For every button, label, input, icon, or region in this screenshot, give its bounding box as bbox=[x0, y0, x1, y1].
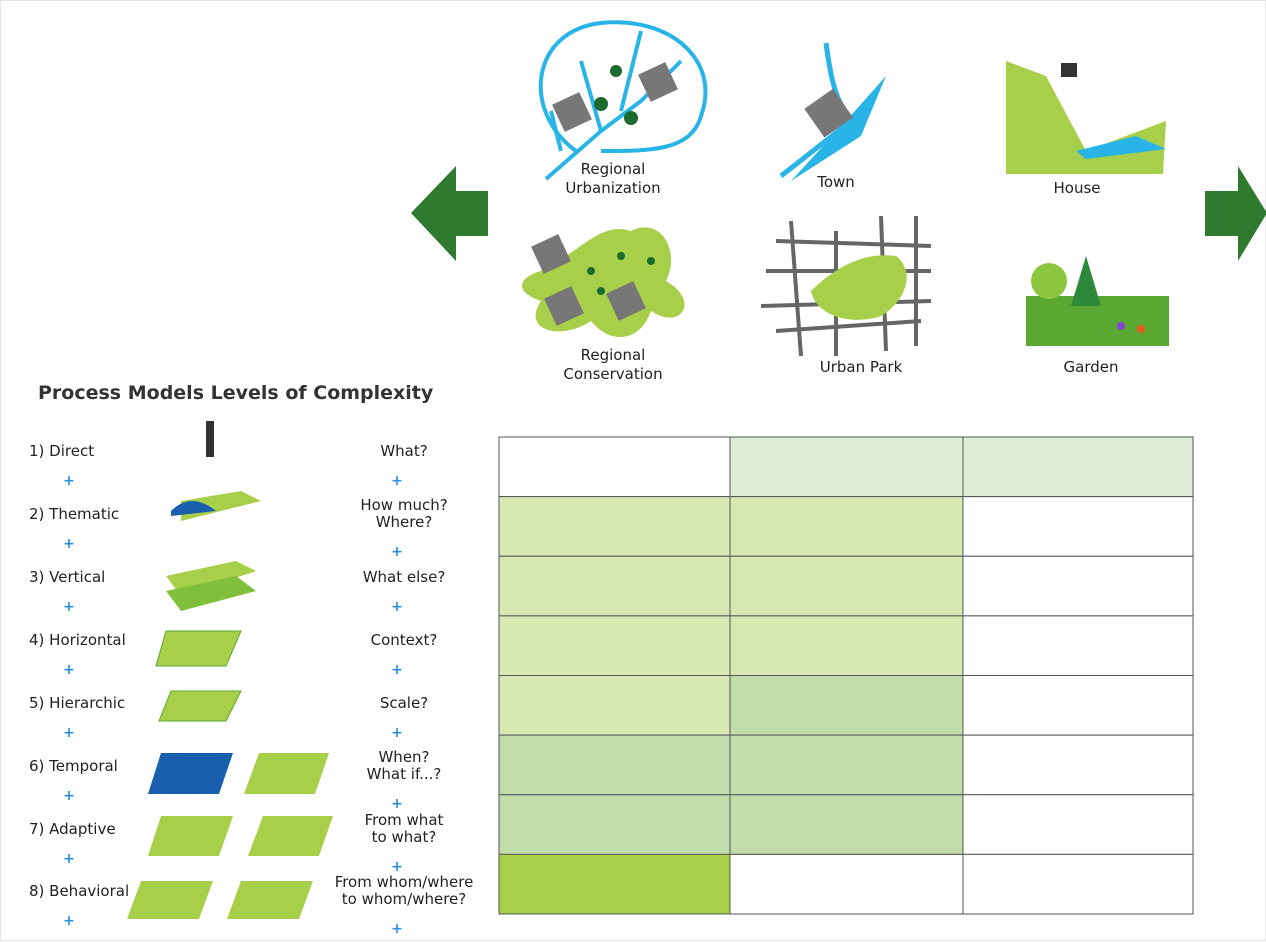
regional-conservation-icon bbox=[522, 227, 685, 338]
plus: + bbox=[63, 599, 75, 615]
urban-park-icon bbox=[760, 215, 932, 357]
grid-cell bbox=[729, 615, 964, 676]
scale-label: House bbox=[1053, 179, 1101, 197]
right-arrow bbox=[1205, 166, 1266, 261]
house-icon bbox=[1006, 61, 1166, 174]
title: Process Models Levels of Complexity bbox=[38, 382, 434, 404]
question: Scale? bbox=[379, 694, 429, 712]
grid-cell bbox=[729, 496, 964, 557]
grid-cell bbox=[729, 794, 964, 855]
plus: + bbox=[391, 921, 403, 937]
plus: + bbox=[63, 913, 75, 929]
grid-cell bbox=[962, 555, 1194, 617]
plus: + bbox=[391, 544, 403, 560]
grid bbox=[498, 436, 1194, 915]
question: Where? bbox=[375, 513, 433, 531]
level-label: 4) Horizontal bbox=[29, 631, 126, 649]
grid-cell bbox=[962, 615, 1194, 676]
plus: + bbox=[63, 662, 75, 678]
plus: + bbox=[63, 788, 75, 804]
question: How much? bbox=[360, 496, 448, 514]
question: From what bbox=[364, 811, 444, 829]
grid-cell bbox=[729, 734, 964, 796]
grid-cell bbox=[498, 496, 731, 557]
level-label: 5) Hierarchic bbox=[29, 694, 126, 712]
left-arrow bbox=[411, 166, 488, 261]
question: What else? bbox=[362, 568, 446, 586]
scale-label: Urban Park bbox=[819, 358, 903, 376]
plus: + bbox=[63, 851, 75, 867]
level-label: 2) Thematic bbox=[29, 505, 120, 523]
grid-cell bbox=[962, 734, 1194, 796]
scale-label: Regional bbox=[580, 160, 646, 178]
town-icon bbox=[779, 42, 886, 181]
scale-label: Urbanization bbox=[565, 179, 661, 197]
plus: + bbox=[63, 473, 75, 489]
level-label: 8) Behavioral bbox=[29, 882, 130, 900]
plus: + bbox=[391, 725, 403, 741]
question: When? bbox=[378, 748, 430, 766]
plus: + bbox=[391, 473, 403, 489]
scale-label: Garden bbox=[1063, 358, 1119, 376]
scale-label: Town bbox=[817, 173, 855, 191]
grid-cell bbox=[962, 794, 1194, 855]
regional-urbanization-icon bbox=[538, 20, 708, 181]
scale-label: Conservation bbox=[563, 365, 663, 383]
grid-cell bbox=[962, 675, 1194, 736]
level-label: 7) Adaptive bbox=[29, 820, 116, 838]
plus: + bbox=[63, 536, 75, 552]
scale-label: Regional bbox=[580, 346, 646, 364]
question: From whom/where bbox=[334, 873, 474, 891]
grid-cell bbox=[729, 853, 964, 915]
grid-cell bbox=[498, 853, 731, 915]
question: What? bbox=[380, 442, 428, 460]
grid-cell bbox=[729, 675, 964, 736]
grid-cell bbox=[498, 675, 731, 736]
grid-cell bbox=[498, 794, 731, 855]
grid-cell bbox=[498, 734, 731, 796]
plus: + bbox=[63, 725, 75, 741]
question: Context? bbox=[370, 631, 438, 649]
level-label: 3) Vertical bbox=[29, 568, 106, 586]
level-label: 1) Direct bbox=[29, 442, 95, 460]
plus: + bbox=[391, 859, 403, 875]
grid-cell bbox=[962, 436, 1194, 498]
question: What if...? bbox=[366, 765, 442, 783]
plus: + bbox=[391, 599, 403, 615]
question: to what? bbox=[371, 828, 437, 846]
plus: + bbox=[391, 796, 403, 812]
level-icons bbox=[127, 421, 333, 919]
grid-cell bbox=[498, 555, 731, 617]
level-label: 6) Temporal bbox=[29, 757, 118, 775]
grid-cell bbox=[498, 436, 731, 498]
question: to whom/where? bbox=[341, 890, 467, 908]
plus: + bbox=[391, 662, 403, 678]
grid-cell bbox=[962, 496, 1194, 557]
grid-cell bbox=[729, 436, 964, 498]
grid-cell bbox=[729, 555, 964, 617]
grid-cell bbox=[498, 615, 731, 676]
garden-icon bbox=[1026, 256, 1169, 346]
grid-cell bbox=[962, 853, 1194, 915]
